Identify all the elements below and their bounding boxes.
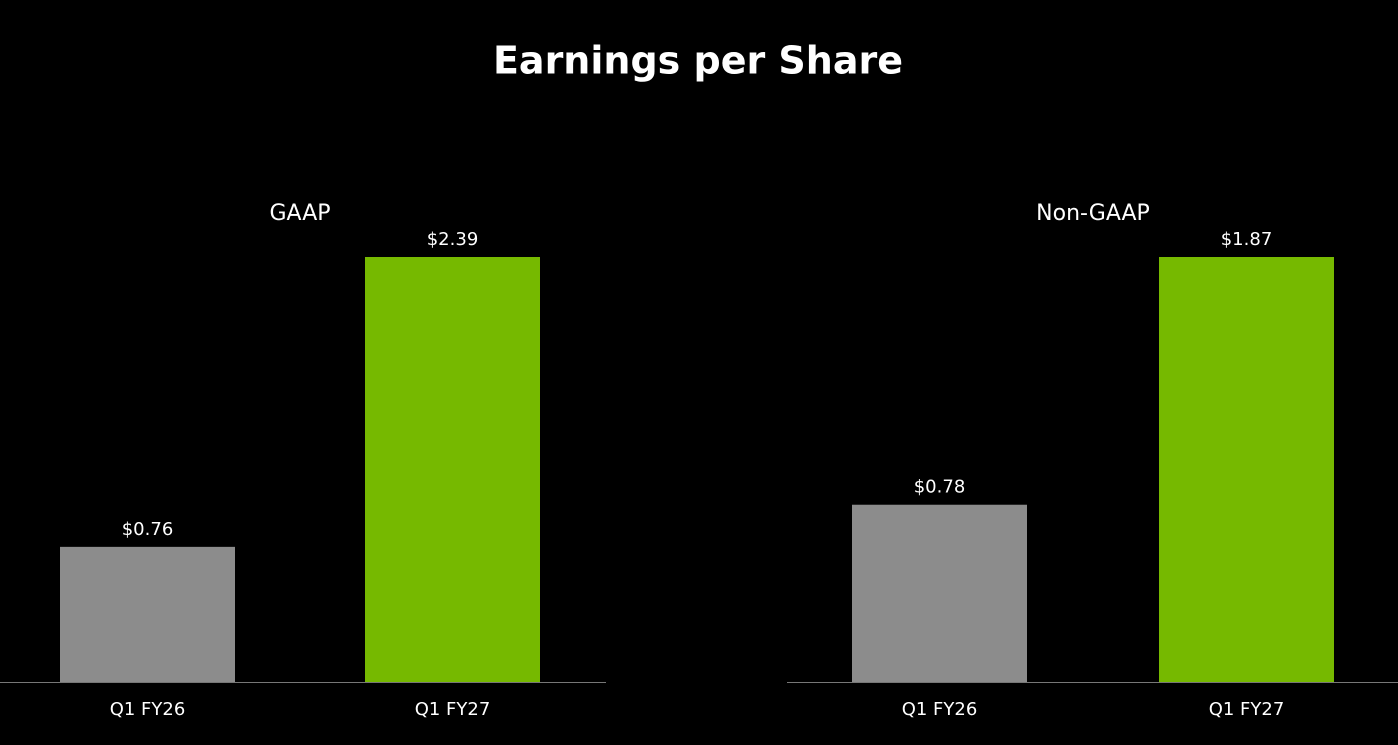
value-label: $1.87 — [1221, 229, 1273, 250]
panel-title: Non-GAAP — [1036, 201, 1150, 226]
value-label: $2.39 — [427, 229, 479, 250]
x-tick-label: Q1 FY27 — [415, 699, 491, 720]
bar — [852, 504, 1027, 682]
x-tick-label: Q1 FY26 — [110, 699, 186, 720]
bar — [1159, 257, 1334, 682]
bar — [365, 257, 540, 682]
value-label: $0.76 — [122, 519, 174, 540]
value-label: $0.78 — [914, 477, 966, 498]
panel-title: GAAP — [269, 201, 330, 226]
x-tick-label: Q1 FY26 — [902, 699, 978, 720]
chart-title: Earnings per Share — [493, 39, 903, 83]
x-tick-label: Q1 FY27 — [1209, 699, 1285, 720]
bar — [60, 546, 235, 682]
